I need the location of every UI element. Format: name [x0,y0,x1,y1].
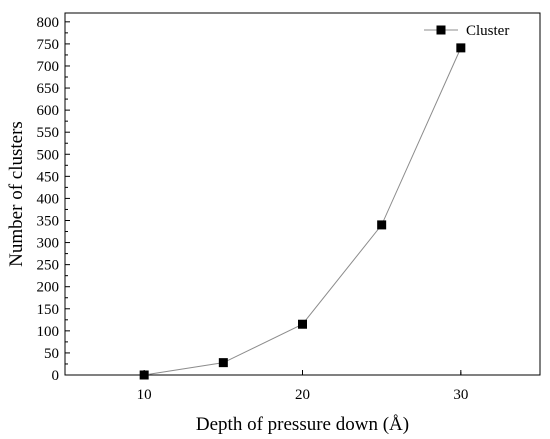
y-tick-label: 800 [37,15,60,31]
y-tick-label: 200 [37,280,60,296]
y-tick-label: 300 [37,236,60,252]
y-tick-label: 400 [37,191,60,207]
y-tick-label: 250 [37,258,60,274]
legend-label: Cluster [466,23,509,39]
y-axis: 0 50 100 150 200 250 300 350 400 450 500 550 600 650 7… [37,15,70,384]
x-tick-label: 30 [453,387,468,403]
data-point [456,43,466,53]
x-axis: 10 20 30 [137,370,468,403]
legend-marker [436,25,446,35]
x-axis-title: Depth of pressure down (Å) [196,414,409,435]
y-tick-label: 450 [37,169,60,185]
y-tick-label: 500 [37,147,60,163]
data-point [218,358,228,368]
y-tick-label: 750 [37,37,60,53]
y-tick-label: 350 [37,213,60,229]
y-tick-label: 150 [37,302,60,318]
series-layer [139,43,466,380]
legend: Cluster [424,23,509,39]
y-axis-title: Number of clusters [6,121,27,267]
data-point [298,319,307,329]
y-tick-label: 550 [37,125,60,141]
y-tick-label: 650 [37,81,60,97]
x-tick-label: 10 [137,387,152,403]
y-tick-label: 50 [44,346,59,362]
data-point [139,370,149,380]
x-tick-label: 20 [295,387,310,403]
y-tick-label: 0 [52,368,60,384]
y-tick-label: 100 [37,324,60,340]
data-point [377,220,387,230]
y-tick-label: 700 [37,59,60,75]
y-tick-label: 600 [37,103,60,119]
